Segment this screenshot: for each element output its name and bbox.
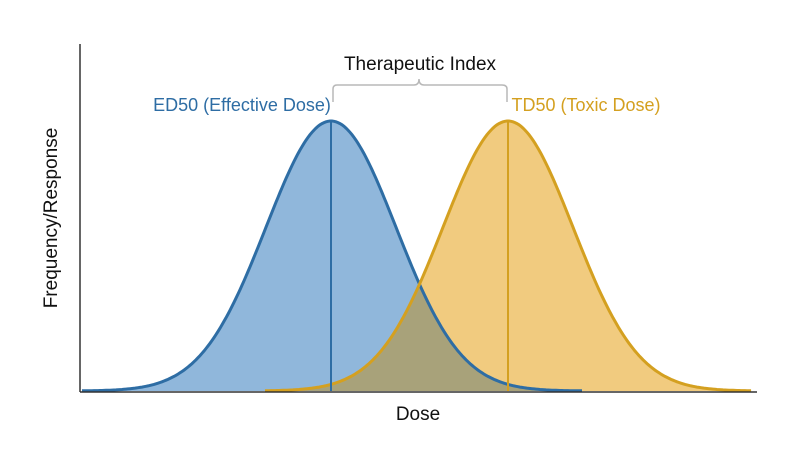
ed50-label: ED50 (Effective Dose)	[153, 95, 331, 115]
diagram-title: Therapeutic Index	[344, 54, 497, 75]
td50-label: TD50 (Toxic Dose)	[511, 95, 660, 115]
x-axis-label: Dose	[396, 404, 440, 425]
therapeutic-index-bracket	[332, 78, 508, 102]
y-axis-label: Frequency/Response	[41, 128, 62, 309]
